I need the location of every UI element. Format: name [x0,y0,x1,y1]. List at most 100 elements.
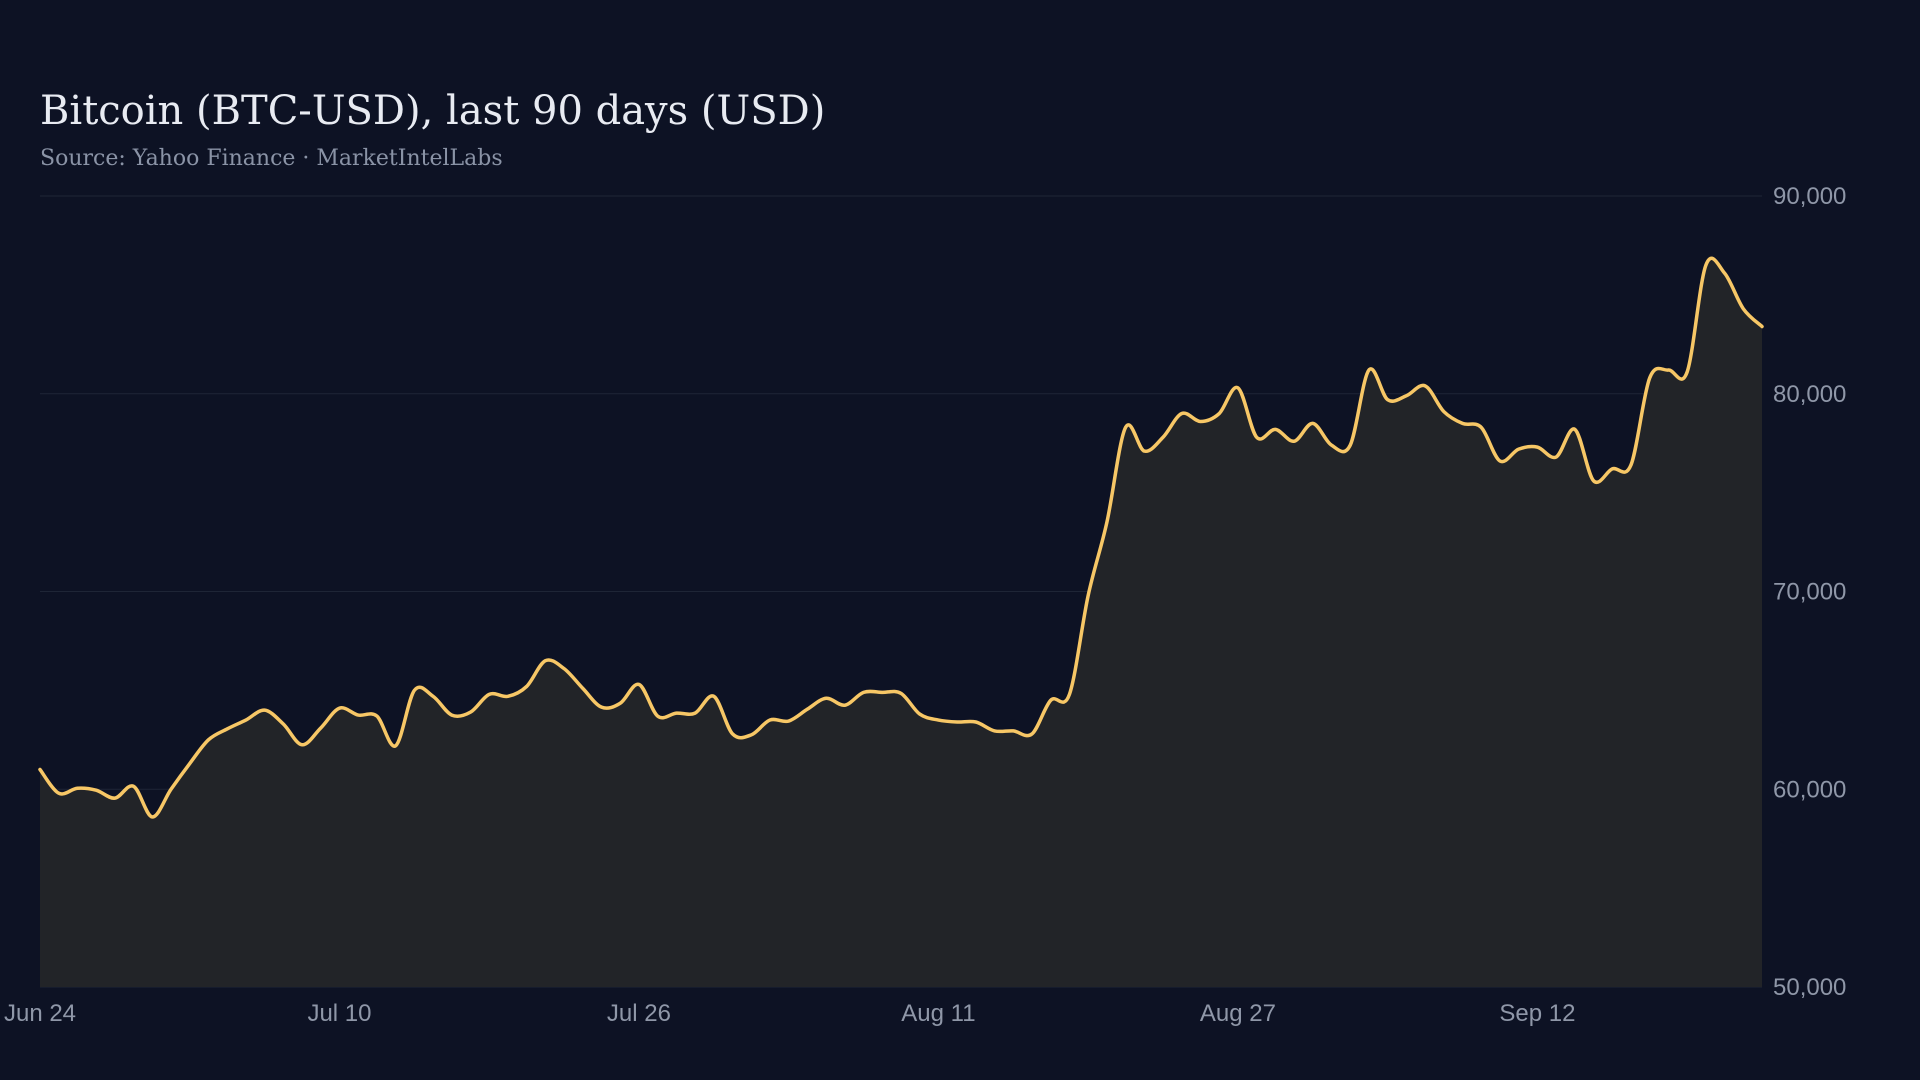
data-point [543,659,547,663]
data-point [1236,386,1240,390]
data-point [263,708,267,712]
data-point [581,686,585,690]
data-point [1685,370,1689,374]
data-point [1180,412,1184,416]
data-point [787,719,791,723]
chart-title: Bitcoin (BTC-USD), last 90 days (USD) [40,88,826,134]
y-tick-label: 60,000 [1773,776,1846,803]
data-point [1723,271,1727,275]
data-point [506,694,510,698]
data-point [1142,449,1146,453]
x-tick-label: Aug 27 [1200,1000,1276,1027]
data-point [712,694,716,698]
data-point [1086,593,1090,597]
data-point [1311,421,1315,425]
data-point [281,722,285,726]
data-point [899,691,903,695]
data-point [1255,435,1259,439]
data-point [1741,307,1745,311]
data-point [1348,443,1352,447]
data-point [637,682,641,686]
data-point [1554,455,1558,459]
data-point [993,729,997,733]
data-point [1330,443,1334,447]
data-point [768,718,772,722]
data-point [150,815,154,819]
data-point [955,720,959,724]
data-point [375,714,379,718]
data-point [1404,394,1408,398]
y-tick-label: 50,000 [1773,974,1846,1001]
data-point [337,706,341,710]
data-point [1423,384,1427,388]
data-point [918,712,922,716]
data-point [300,743,304,747]
chart-subtitle: Source: Yahoo Finance · MarketIntelLabs [40,146,503,171]
data-point [487,692,491,696]
y-tick-label: 70,000 [1773,579,1846,606]
data-point [225,727,229,731]
data-point [843,703,847,707]
data-point [1011,729,1015,733]
data-point [1498,459,1502,463]
data-point [1610,467,1614,471]
x-tick-label: Sep 12 [1499,1000,1575,1027]
data-point [1629,463,1633,467]
data-point [1386,398,1390,402]
price-area-fill [40,258,1762,987]
data-point [1049,698,1053,702]
data-point [862,690,866,694]
data-point [1461,421,1465,425]
data-point [1704,263,1708,267]
data-point [1573,427,1577,431]
price-line [38,256,1764,819]
data-point [412,688,416,692]
data-point [132,784,136,788]
data-point [1067,692,1071,696]
data-point [1517,447,1521,451]
data-point [94,788,98,792]
data-point [206,738,210,742]
data-point [1760,325,1764,329]
data-point [1161,435,1165,439]
data-point [469,710,473,714]
data-point [356,713,360,717]
data-point [319,726,323,730]
data-point [731,732,735,736]
data-point [1030,732,1034,736]
data-point [169,787,173,791]
data-point [450,713,454,717]
data-point [1292,439,1296,443]
data-point [1535,445,1539,449]
data-point [749,733,753,737]
data-point [1217,412,1221,416]
data-point [38,767,42,771]
data-point [1648,376,1652,380]
data-point [244,718,248,722]
data-point [1592,479,1596,483]
data-point [525,684,529,688]
x-tick-label: Jun 24 [4,1000,76,1027]
data-point [600,705,604,709]
data-point [562,667,566,671]
data-point [1442,410,1446,414]
data-point [1479,425,1483,429]
data-point [57,791,61,795]
y-tick-label: 90,000 [1773,183,1846,210]
x-axis: Jun 24 Jul 10 Jul 26 Aug 11 Aug 27 Sep 12 [4,1000,1575,1027]
data-point [618,701,622,705]
data-point [1105,520,1109,524]
x-tick-label: Aug 11 [901,1000,975,1027]
data-point [936,718,940,722]
data-point [974,720,978,724]
data-point [113,796,117,800]
data-point [880,690,884,694]
data-point [656,714,660,718]
data-point [805,707,809,711]
data-point [1273,427,1277,431]
data-point [1124,425,1128,429]
data-point [693,711,697,715]
x-tick-label: Jul 10 [307,1000,371,1027]
